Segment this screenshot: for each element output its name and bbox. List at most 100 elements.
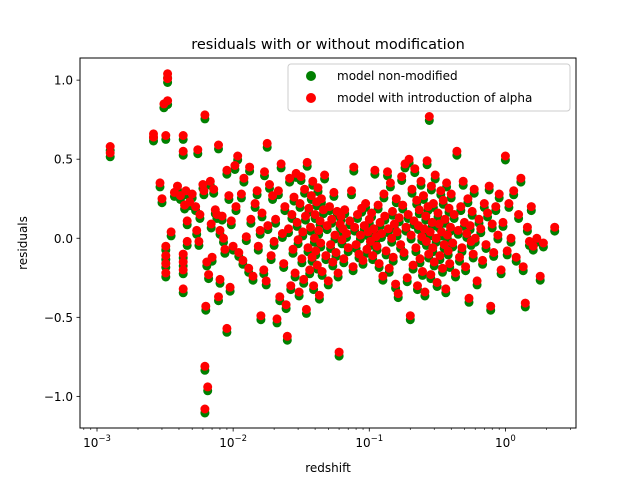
data-point xyxy=(358,255,368,265)
data-point xyxy=(287,210,297,219)
data-point xyxy=(299,274,309,284)
data-point xyxy=(301,304,311,314)
data-point xyxy=(422,156,432,166)
data-point xyxy=(431,233,441,243)
data-point xyxy=(263,221,273,231)
data-point xyxy=(193,145,203,155)
chart-title: residuals with or without modification xyxy=(191,37,465,53)
data-point xyxy=(163,96,173,106)
data-point xyxy=(388,252,398,262)
data-point xyxy=(383,224,393,234)
legend-label-alpha: model with introduction of alpha xyxy=(337,91,532,105)
data-point xyxy=(463,194,473,204)
data-point xyxy=(456,202,466,212)
data-point xyxy=(161,241,171,251)
data-point xyxy=(161,131,171,140)
x-tick-label: 100 xyxy=(495,434,516,450)
data-point xyxy=(424,249,434,259)
data-point xyxy=(426,181,436,191)
data-point xyxy=(433,208,443,218)
data-point xyxy=(312,260,322,270)
x-tick-label: 10−3 xyxy=(83,434,111,450)
data-point xyxy=(300,184,310,194)
x-axis: 10−3 10−2 10−1 100 xyxy=(83,428,571,450)
data-point xyxy=(241,232,251,242)
data-point xyxy=(351,240,361,250)
data-point xyxy=(342,229,351,238)
data-point xyxy=(442,178,452,188)
data-point xyxy=(228,241,238,251)
data-point xyxy=(511,252,521,262)
data-point xyxy=(302,157,312,167)
data-point xyxy=(345,216,355,226)
data-point xyxy=(233,151,243,161)
data-point xyxy=(449,210,459,219)
data-point xyxy=(452,146,462,156)
data-point xyxy=(239,173,249,183)
data-point xyxy=(410,164,420,174)
data-point xyxy=(406,230,416,240)
data-point xyxy=(337,235,347,245)
data-point xyxy=(384,263,394,273)
data-point xyxy=(483,208,493,218)
data-point xyxy=(253,241,263,251)
data-point xyxy=(493,230,503,240)
data-point xyxy=(478,255,488,265)
data-point xyxy=(339,254,349,264)
data-point xyxy=(214,140,223,150)
data-point xyxy=(316,194,326,204)
data-point xyxy=(306,222,315,232)
data-point xyxy=(231,202,241,212)
data-point xyxy=(461,262,471,272)
data-point xyxy=(378,271,388,281)
data-point xyxy=(504,199,514,208)
data-point xyxy=(421,211,431,221)
data-point xyxy=(370,165,380,175)
data-point xyxy=(215,225,225,235)
data-point xyxy=(201,301,211,311)
data-point xyxy=(298,227,308,237)
data-point xyxy=(476,224,486,234)
data-point xyxy=(377,229,386,238)
data-point xyxy=(105,142,115,151)
data-point xyxy=(303,243,313,253)
data-point xyxy=(424,112,434,121)
data-point xyxy=(200,404,210,414)
data-point xyxy=(178,257,188,267)
data-point xyxy=(226,216,236,226)
data-point xyxy=(408,260,418,270)
data-point xyxy=(385,178,395,188)
data-point xyxy=(421,236,431,246)
data-point xyxy=(496,265,506,275)
data-point xyxy=(289,192,299,202)
data-point xyxy=(214,292,223,302)
data-point xyxy=(279,259,289,269)
data-point xyxy=(401,222,411,232)
y-tick-label: −1.0 xyxy=(44,390,73,404)
data-point xyxy=(484,181,494,191)
data-point xyxy=(178,284,188,294)
data-point xyxy=(388,206,397,216)
data-point xyxy=(304,203,314,213)
data-point xyxy=(262,138,272,148)
data-point xyxy=(448,238,458,248)
data-point xyxy=(375,217,385,227)
data-point xyxy=(286,281,296,291)
data-point xyxy=(209,184,219,194)
data-point xyxy=(277,229,287,238)
data-point xyxy=(178,265,188,275)
data-point xyxy=(425,227,435,237)
data-point xyxy=(275,292,285,302)
data-point xyxy=(470,233,480,243)
data-point xyxy=(469,184,479,194)
data-point xyxy=(261,276,271,286)
data-point xyxy=(282,331,292,341)
data-point xyxy=(273,186,283,196)
data-point xyxy=(538,238,548,248)
data-point xyxy=(405,311,415,321)
data-point xyxy=(301,211,310,221)
data-point xyxy=(293,235,303,245)
data-point xyxy=(245,162,255,172)
data-point xyxy=(166,227,176,237)
y-tick-label: 0.0 xyxy=(54,232,73,246)
